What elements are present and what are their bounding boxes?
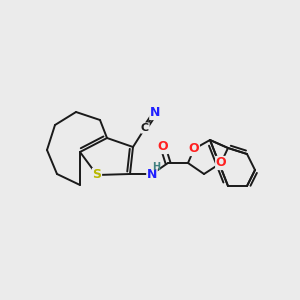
Text: N: N [150, 106, 160, 119]
Text: O: O [216, 157, 226, 169]
Text: O: O [189, 142, 199, 155]
Text: O: O [158, 140, 168, 154]
Text: S: S [92, 169, 101, 182]
Text: H: H [152, 162, 160, 172]
Text: C: C [141, 123, 149, 133]
Text: N: N [147, 167, 157, 181]
